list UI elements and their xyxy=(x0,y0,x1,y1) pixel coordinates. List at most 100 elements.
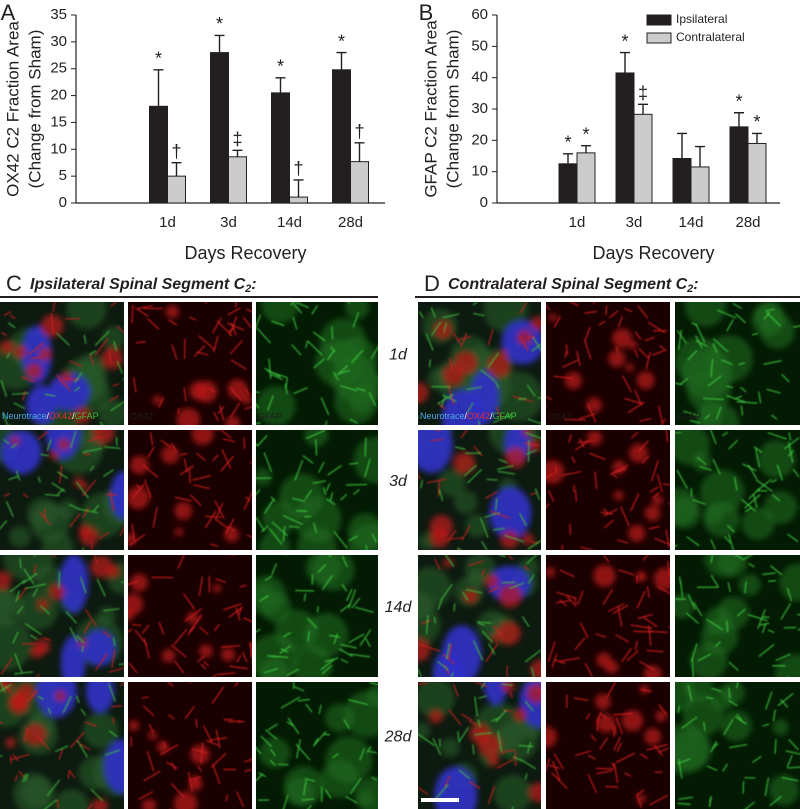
fiber xyxy=(52,302,56,312)
fiber xyxy=(109,395,119,402)
fiber xyxy=(87,803,94,809)
fiber xyxy=(526,384,536,397)
fiber xyxy=(758,644,775,658)
fiber xyxy=(227,720,242,723)
fiber xyxy=(584,310,597,314)
fiber xyxy=(574,750,592,756)
fiber xyxy=(198,576,203,597)
bar xyxy=(289,196,308,204)
fiber xyxy=(220,430,232,439)
fiber xyxy=(763,360,782,365)
red-blob xyxy=(161,649,176,663)
fiber xyxy=(244,406,252,410)
fiber xyxy=(39,511,51,526)
micrograph xyxy=(256,555,378,677)
bar xyxy=(690,166,710,204)
fiber xyxy=(428,359,431,368)
fiber xyxy=(241,651,248,663)
x-tick-label: 28d xyxy=(735,214,760,231)
red-blob xyxy=(434,320,453,339)
fiber xyxy=(577,440,593,444)
significance-mark: * xyxy=(735,92,742,112)
fiber xyxy=(740,386,747,393)
nucleus xyxy=(0,430,42,475)
channel-label-part: Neurotrace xyxy=(2,411,47,421)
fiber xyxy=(579,413,596,419)
glow-blob xyxy=(703,606,733,636)
glow-blob xyxy=(684,302,727,327)
fiber xyxy=(446,529,457,543)
fiber xyxy=(203,661,210,667)
fiber xyxy=(305,703,313,713)
fiber xyxy=(236,654,242,663)
fibers xyxy=(0,555,124,677)
fiber xyxy=(37,695,44,701)
glow xyxy=(675,555,800,677)
fiber xyxy=(246,534,252,538)
fiber xyxy=(753,446,763,454)
panel-label: C xyxy=(6,271,22,296)
fiber xyxy=(82,547,85,550)
fiber xyxy=(110,302,117,308)
fiber xyxy=(497,470,515,475)
fiber xyxy=(472,744,475,755)
glow-blob xyxy=(13,773,55,809)
red-blob xyxy=(487,354,511,378)
fiber xyxy=(734,313,747,324)
fiber xyxy=(729,743,748,749)
fibers xyxy=(128,302,252,422)
fiber xyxy=(11,392,29,395)
fiber xyxy=(22,390,26,401)
red-blob xyxy=(505,447,527,469)
fiber xyxy=(613,604,629,614)
fiber xyxy=(437,480,441,497)
glow xyxy=(0,302,124,425)
red-blob xyxy=(0,340,14,354)
fiber xyxy=(652,492,660,499)
fiber xyxy=(312,331,326,342)
fiber xyxy=(292,316,298,330)
fiber xyxy=(678,759,683,779)
fiber xyxy=(644,336,655,342)
fiber xyxy=(710,430,717,445)
micrograph-content xyxy=(128,682,252,809)
fiber xyxy=(793,325,800,328)
fiber xyxy=(60,302,63,303)
fiber xyxy=(728,534,735,550)
fiber xyxy=(613,467,627,474)
fiber xyxy=(418,668,422,677)
fiber xyxy=(596,711,602,723)
fiber xyxy=(282,526,286,542)
fiber xyxy=(110,401,124,412)
fiber xyxy=(19,558,22,569)
fiber xyxy=(710,574,720,588)
fiber xyxy=(568,434,572,444)
red-blob xyxy=(152,395,163,406)
fiber xyxy=(146,318,160,330)
fiber xyxy=(267,723,278,731)
fiber xyxy=(498,555,506,558)
red-blob xyxy=(621,709,644,732)
fiber xyxy=(204,510,217,529)
fiber xyxy=(618,569,635,576)
red-blob xyxy=(199,644,213,658)
glow-blob xyxy=(467,569,486,587)
micrograph-content xyxy=(546,302,670,425)
fiber xyxy=(120,581,124,583)
row-label: 1d xyxy=(389,347,408,364)
fiber xyxy=(772,709,776,722)
fiber xyxy=(177,555,185,569)
legend-swatch xyxy=(646,32,672,44)
fiber xyxy=(244,387,250,396)
fiber xyxy=(742,781,745,794)
fiber xyxy=(256,488,261,496)
fibers xyxy=(0,430,124,550)
fiber xyxy=(315,439,318,456)
bar xyxy=(729,126,749,204)
fiber xyxy=(220,455,235,472)
red-blob xyxy=(128,593,144,615)
fiber xyxy=(440,395,446,408)
fiber xyxy=(256,403,260,409)
fiber xyxy=(316,606,319,613)
fiber xyxy=(78,742,91,751)
